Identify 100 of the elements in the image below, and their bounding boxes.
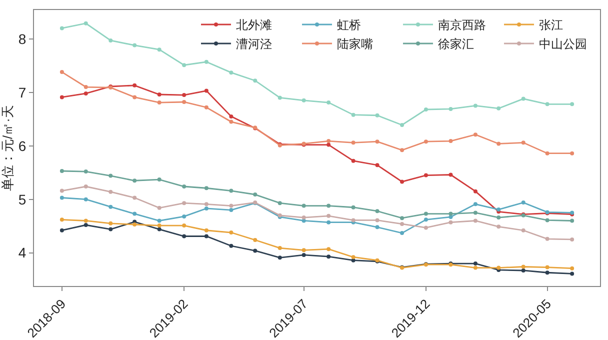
- point: [253, 78, 258, 83]
- point: [375, 163, 380, 168]
- point: [302, 216, 306, 220]
- point: [351, 205, 356, 210]
- point: [60, 196, 64, 200]
- point: [473, 189, 478, 194]
- point: [448, 212, 453, 216]
- legend-label: 南京西路: [438, 18, 486, 32]
- point: [545, 265, 550, 270]
- point: [521, 96, 526, 101]
- point: [448, 215, 453, 219]
- point: [400, 148, 404, 152]
- point: [570, 151, 574, 156]
- point: [302, 98, 306, 102]
- point: [375, 209, 380, 214]
- point: [157, 227, 162, 232]
- point: [229, 204, 234, 208]
- point: [473, 104, 478, 108]
- point: [424, 212, 428, 216]
- point: [84, 197, 88, 202]
- point: [448, 139, 453, 144]
- legend-label: 虹桥: [337, 18, 361, 32]
- point: [521, 200, 526, 205]
- point: [473, 210, 478, 215]
- point: [400, 231, 404, 236]
- point: [545, 102, 550, 106]
- point: [570, 218, 574, 223]
- point: [326, 139, 331, 144]
- point: [448, 220, 453, 224]
- point: [108, 221, 113, 226]
- point: [108, 190, 113, 194]
- point: [204, 186, 208, 190]
- point: [302, 252, 306, 257]
- point: [229, 188, 234, 193]
- point: [570, 266, 574, 270]
- point: [157, 206, 162, 210]
- point: [132, 178, 137, 183]
- point: [351, 112, 356, 117]
- point: [182, 201, 186, 206]
- point: [424, 173, 428, 178]
- point: [424, 140, 428, 144]
- point: [182, 224, 186, 228]
- point: [182, 214, 186, 218]
- point: [375, 140, 380, 144]
- point: [60, 169, 64, 173]
- point: [229, 230, 234, 235]
- point: [60, 188, 64, 193]
- point: [132, 222, 137, 226]
- y-tick-label: 6: [18, 138, 26, 154]
- point: [351, 255, 356, 260]
- y-tick-label: 8: [18, 30, 26, 47]
- point: [229, 244, 234, 248]
- legend-label: 徐家汇: [438, 37, 474, 52]
- point: [60, 70, 64, 74]
- point: [351, 140, 356, 145]
- point: [545, 236, 550, 241]
- point: [132, 212, 137, 216]
- point: [157, 92, 162, 97]
- point: [326, 204, 331, 208]
- point: [326, 247, 331, 252]
- point: [351, 258, 356, 262]
- point: [204, 206, 208, 210]
- point: [448, 106, 453, 111]
- legend-label: 陆家嘴: [337, 37, 373, 52]
- point: [253, 192, 258, 197]
- point: [157, 100, 162, 105]
- point: [473, 132, 478, 137]
- point: [496, 224, 501, 229]
- y-tick-label: 5: [18, 191, 26, 208]
- point: [400, 216, 404, 220]
- point: [496, 142, 501, 146]
- y-axis-title: 单位：元/㎡·天: [0, 105, 15, 191]
- point: [496, 106, 501, 110]
- point: [204, 88, 208, 93]
- point: [278, 246, 282, 250]
- point: [473, 202, 478, 206]
- y-tick-label: 7: [18, 84, 26, 100]
- point: [278, 201, 282, 206]
- point: [326, 100, 331, 105]
- point: [521, 140, 526, 145]
- point: [132, 196, 137, 200]
- point: [473, 262, 478, 266]
- point: [424, 218, 428, 222]
- point: [351, 158, 356, 163]
- point: [84, 170, 88, 174]
- point: [204, 234, 208, 238]
- point: [182, 93, 186, 98]
- point: [473, 218, 478, 223]
- point: [400, 123, 404, 127]
- point: [60, 95, 64, 100]
- point: [84, 184, 88, 189]
- point: [253, 248, 258, 253]
- point: [84, 85, 88, 90]
- point: [400, 222, 404, 226]
- point: [570, 237, 574, 242]
- point: [229, 120, 234, 124]
- point: [157, 224, 162, 228]
- point: [375, 113, 380, 118]
- point: [108, 227, 113, 232]
- point: [253, 238, 258, 242]
